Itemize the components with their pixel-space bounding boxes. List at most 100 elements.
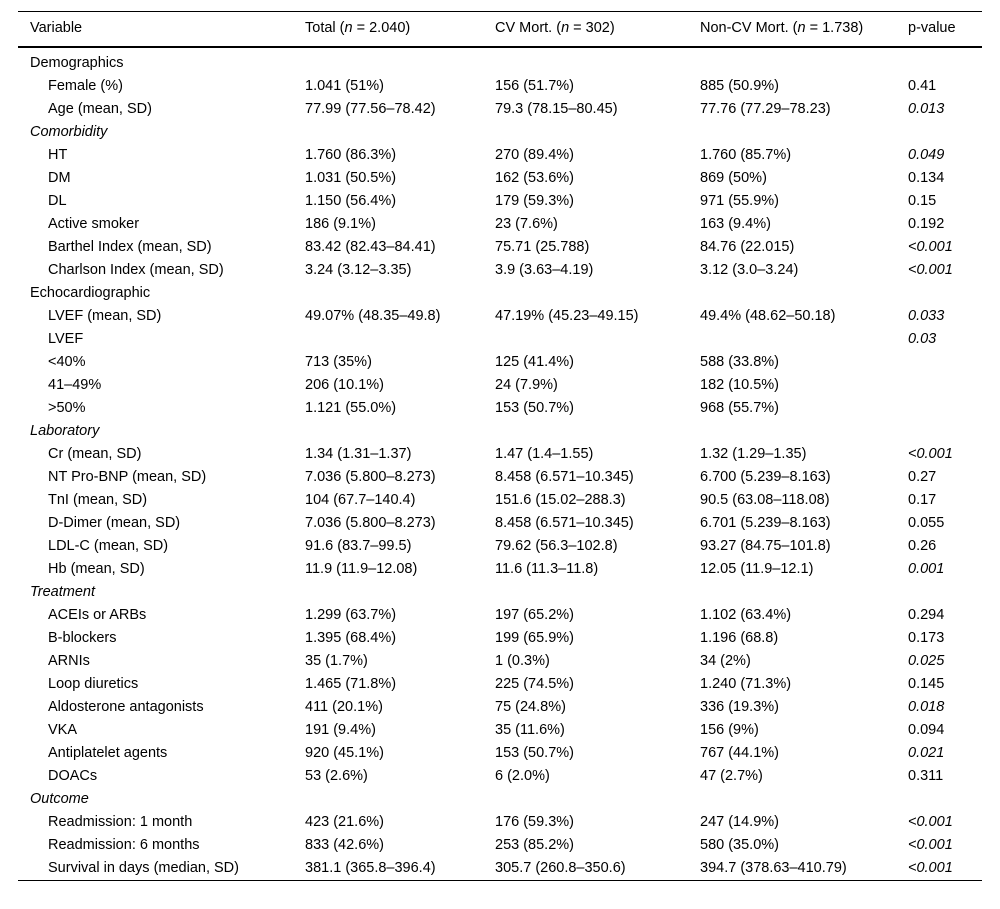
table-row: ACEIs or ARBs 1.299 (63.7%) 197 (65.2%) 1.1… bbox=[18, 604, 982, 627]
cell-non-cv-mort: 1.240 (71.3%) bbox=[700, 676, 792, 692]
table-row: DOACs 53 (2.6%) 6 (2.0%) 47 (2.7%) 0.311 bbox=[18, 765, 982, 788]
cell-cv-mort: 75.71 (25.788) bbox=[495, 239, 590, 255]
cell-variable: ACEIs or ARBs bbox=[48, 607, 147, 623]
section-label: Outcome bbox=[30, 791, 89, 807]
section-label: Echocardiographic bbox=[30, 285, 151, 301]
cell-p-value: 0.134 bbox=[908, 170, 945, 186]
cell-total: 833 (42.6%) bbox=[305, 837, 384, 853]
cell-non-cv-mort: 6.700 (5.239–8.163) bbox=[700, 469, 831, 485]
cell-non-cv-mort: 77.76 (77.29–78.23) bbox=[700, 101, 831, 117]
table-body: Demographics Female (%) 1.041 (51%) 156 (51… bbox=[18, 47, 982, 881]
cell-p-value: 0.033 bbox=[908, 308, 945, 324]
cell-variable: Barthel Index (mean, SD) bbox=[48, 239, 212, 255]
cell-total: 3.24 (3.12–3.35) bbox=[305, 262, 412, 278]
cell-variable: Survival in days (median, SD) bbox=[48, 860, 239, 876]
cell-variable: VKA bbox=[48, 722, 78, 738]
cell-cv-mort: 162 (53.6%) bbox=[495, 170, 574, 186]
cell-non-cv-mort: 93.27 (84.75–101.8) bbox=[700, 538, 831, 554]
cell-cv-mort: 75 (24.8%) bbox=[495, 699, 566, 715]
cell-cv-mort: 3.9 (3.63–4.19) bbox=[495, 262, 594, 278]
cell-cv-mort: 153 (50.7%) bbox=[495, 745, 574, 761]
cell-non-cv-mort: 885 (50.9%) bbox=[700, 78, 779, 94]
header-text: = 302) bbox=[569, 20, 615, 36]
cell-total: 77.99 (77.56–78.42) bbox=[305, 101, 436, 117]
cell-non-cv-mort: 90.5 (63.08–118.08) bbox=[700, 492, 830, 508]
cell-variable: <40% bbox=[48, 354, 86, 370]
cell-p-value: 0.001 bbox=[908, 561, 945, 577]
column-header-cv-mort: CV Mort. (n = 302) bbox=[495, 12, 700, 48]
header-text: = 2.040) bbox=[352, 20, 411, 36]
cell-non-cv-mort: 47 (2.7%) bbox=[700, 768, 763, 784]
cell-non-cv-mort: 34 (2%) bbox=[700, 653, 751, 669]
cell-p-value: <0.001 bbox=[908, 239, 953, 255]
cell-variable: Aldosterone antagonists bbox=[48, 699, 204, 715]
table-row: Aldosterone antagonists 411 (20.1%) 75 (24… bbox=[18, 696, 982, 719]
section-row: Laboratory bbox=[18, 420, 982, 443]
cell-p-value: <0.001 bbox=[908, 814, 953, 830]
section-row: Comorbidity bbox=[18, 121, 982, 144]
cell-non-cv-mort: 1.196 (68.8) bbox=[700, 630, 779, 646]
cell-non-cv-mort: 3.12 (3.0–3.24) bbox=[700, 262, 799, 278]
table-row: 41–49% 206 (10.1%) 24 (7.9%) 182 (10.5%) bbox=[18, 374, 982, 397]
header-n-symbol: n bbox=[344, 20, 353, 36]
cell-p-value: 0.025 bbox=[908, 653, 945, 669]
table-row: NT Pro-BNP (mean, SD) 7.036 (5.800–8.273)… bbox=[18, 466, 982, 489]
cell-variable: B-blockers bbox=[48, 630, 117, 646]
cell-total: 186 (9.1%) bbox=[305, 216, 376, 232]
cell-total: 1.395 (68.4%) bbox=[305, 630, 397, 646]
table-row: Antiplatelet agents 920 (45.1%) 153 (50.7%… bbox=[18, 742, 982, 765]
cell-variable: LVEF (mean, SD) bbox=[48, 308, 162, 324]
table-row: D-Dimer (mean, SD) 7.036 (5.800–8.273) 8.4… bbox=[18, 512, 982, 535]
cell-cv-mort: 253 (85.2%) bbox=[495, 837, 574, 853]
cell-variable: ARNIs bbox=[48, 653, 90, 669]
cell-non-cv-mort: 6.701 (5.239–8.163) bbox=[700, 515, 831, 531]
cell-non-cv-mort: 580 (35.0%) bbox=[700, 837, 779, 853]
cell-non-cv-mort: 588 (33.8%) bbox=[700, 354, 779, 370]
cell-variable: TnI (mean, SD) bbox=[48, 492, 148, 508]
cell-cv-mort: 225 (74.5%) bbox=[495, 676, 574, 692]
table-row: Readmission: 1 month 423 (21.6%) 176 (59.3… bbox=[18, 811, 982, 834]
cell-non-cv-mort: 1.32 (1.29–1.35) bbox=[700, 446, 807, 462]
cell-variable: Readmission: 6 months bbox=[48, 837, 200, 853]
cell-p-value bbox=[908, 374, 982, 397]
header-text: Total ( bbox=[305, 20, 345, 36]
section-label: Demographics bbox=[30, 55, 124, 71]
cell-variable: >50% bbox=[48, 400, 86, 416]
cell-p-value: 0.03 bbox=[908, 331, 937, 347]
section-row: Outcome bbox=[18, 788, 982, 811]
cell-cv-mort: 156 (51.7%) bbox=[495, 78, 574, 94]
table-row: Age (mean, SD) 77.99 (77.56–78.42) 79.3 (7… bbox=[18, 98, 982, 121]
cell-non-cv-mort: 163 (9.4%) bbox=[700, 216, 771, 232]
cell-total: 1.760 (86.3%) bbox=[305, 147, 397, 163]
cell-cv-mort bbox=[495, 328, 700, 351]
cell-non-cv-mort: 394.7 (378.63–410.79) bbox=[700, 860, 847, 876]
table-row: DM 1.031 (50.5%) 162 (53.6%) 869 (50%) 0.134 bbox=[18, 167, 982, 190]
baseline-characteristics-table: Variable Total (n = 2.040) CV Mort. (n = 3… bbox=[18, 11, 982, 881]
cell-non-cv-mort: 12.05 (11.9–12.1) bbox=[700, 561, 814, 577]
cell-p-value: 0.173 bbox=[908, 630, 945, 646]
cell-cv-mort: 125 (41.4%) bbox=[495, 354, 574, 370]
cell-total: 104 (67.7–140.4) bbox=[305, 492, 416, 508]
cell-p-value: 0.145 bbox=[908, 676, 945, 692]
cell-cv-mort: 8.458 (6.571–10.345) bbox=[495, 515, 634, 531]
cell-variable: DOACs bbox=[48, 768, 98, 784]
cell-non-cv-mort: 869 (50%) bbox=[700, 170, 767, 186]
column-header-p-value: p-value bbox=[908, 12, 982, 48]
table-row: Hb (mean, SD) 11.9 (11.9–12.08) 11.6 (11.3… bbox=[18, 558, 982, 581]
section-row: Demographics bbox=[18, 47, 982, 75]
cell-total: 7.036 (5.800–8.273) bbox=[305, 469, 436, 485]
table-row: HT 1.760 (86.3%) 270 (89.4%) 1.760 (85.7%) 0… bbox=[18, 144, 982, 167]
table-row: Charlson Index (mean, SD) 3.24 (3.12–3.35… bbox=[18, 259, 982, 282]
header-text: = 1.738) bbox=[805, 20, 864, 36]
cell-total: 381.1 (365.8–396.4) bbox=[305, 860, 436, 876]
header-n-symbol: n bbox=[561, 20, 570, 36]
cell-cv-mort: 270 (89.4%) bbox=[495, 147, 574, 163]
cell-total: 83.42 (82.43–84.41) bbox=[305, 239, 436, 255]
cell-cv-mort: 79.62 (56.3–102.8) bbox=[495, 538, 618, 554]
table-row: LVEF 0.03 bbox=[18, 328, 982, 351]
cell-p-value: 0.192 bbox=[908, 216, 945, 232]
table-row: Loop diuretics 1.465 (71.8%) 225 (74.5%) 1.… bbox=[18, 673, 982, 696]
cell-variable: Loop diuretics bbox=[48, 676, 139, 692]
column-header-variable: Variable bbox=[18, 12, 305, 48]
cell-non-cv-mort: 1.102 (63.4%) bbox=[700, 607, 792, 623]
